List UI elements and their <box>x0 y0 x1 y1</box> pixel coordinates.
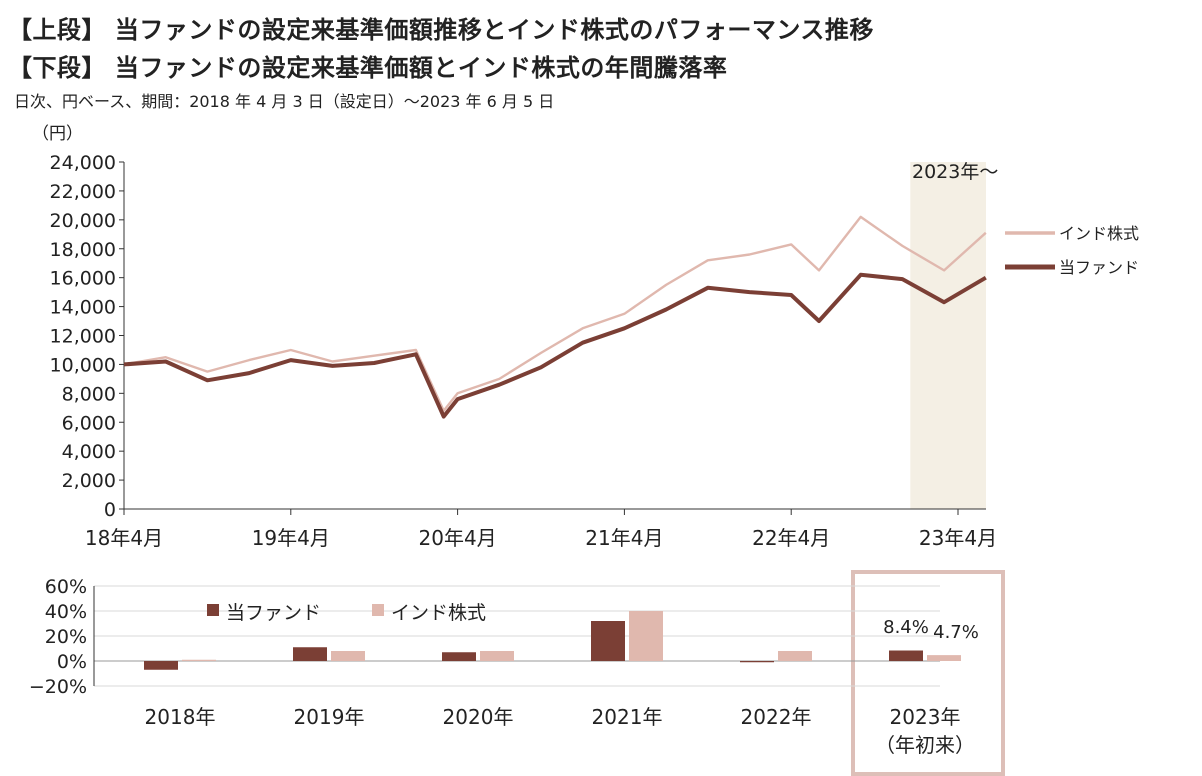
bar-india-2021年 <box>629 611 663 661</box>
legend-label: インド株式 <box>1059 224 1139 243</box>
chart-subtitle: 日次、円ベース、期間：2018 年 4 月 3 日（設定日）～2023 年 6 … <box>14 92 555 111</box>
legend-label: 当ファンド <box>1059 258 1139 277</box>
bar-india-2023年 <box>927 655 961 661</box>
bar-category-label: 2018年 <box>145 705 216 729</box>
series-line-fund <box>123 272 987 419</box>
bar-category-label: 2019年 <box>294 705 365 729</box>
bar-y-tick-label: 40% <box>45 601 87 623</box>
y-tick-label: 24,000 <box>50 152 116 174</box>
bar-legend-swatch-india <box>372 604 384 616</box>
x-tick-label: 20年4月 <box>419 526 497 550</box>
y-axis-unit: （円） <box>32 124 83 144</box>
bar-fund-2019年 <box>293 647 327 661</box>
shaded-region-label: 2023年～ <box>912 161 998 183</box>
bar-india-2019年 <box>331 651 365 661</box>
bar-category-label: 2023年 <box>890 705 961 729</box>
bottom-chart-title: 【下段】 当ファンドの設定来基準価額とインド株式の年間騰落率 <box>8 54 728 82</box>
bar-y-tick-label: −20% <box>29 676 87 698</box>
y-tick-label: 14,000 <box>50 297 116 319</box>
bar-category-label: 2021年 <box>592 705 663 729</box>
y-tick-label: 0 <box>104 499 116 521</box>
bar-fund-2020年 <box>442 652 476 661</box>
y-tick-label: 12,000 <box>50 326 116 348</box>
y-tick-label: 2,000 <box>62 470 116 492</box>
data-label-fund-2023: 8.4% <box>883 617 929 638</box>
y-tick-label: 6,000 <box>62 412 116 434</box>
bar-india-2018年 <box>182 659 216 661</box>
bar-category-label: 2022年 <box>741 705 812 729</box>
y-tick-label: 16,000 <box>50 268 116 290</box>
bar-legend-label-fund: 当ファンド <box>226 602 321 624</box>
bar-fund-2022年 <box>740 661 774 663</box>
x-tick-label: 18年4月 <box>85 526 163 550</box>
highlight-box-2023 <box>851 570 1005 776</box>
bar-y-tick-label: 20% <box>45 626 87 648</box>
shaded-2023-region <box>910 162 986 509</box>
y-tick-label: 20,000 <box>50 210 116 232</box>
y-tick-label: 22,000 <box>50 181 116 203</box>
y-tick-label: 10,000 <box>50 354 116 376</box>
bar-category-label: 2020年 <box>443 705 514 729</box>
x-tick-label: 19年4月 <box>252 526 330 550</box>
bar-y-tick-label: 60% <box>45 576 87 598</box>
bar-india-2020年 <box>480 651 514 661</box>
bar-legend-label-india: インド株式 <box>391 602 486 624</box>
bar-india-2022年 <box>778 651 812 661</box>
x-tick-label: 22年4月 <box>752 526 830 550</box>
x-tick-label: 23年4月 <box>919 526 997 550</box>
y-tick-label: 4,000 <box>62 441 116 463</box>
data-label-india-2023: 4.7% <box>933 622 979 643</box>
bar-fund-2018年 <box>144 661 178 670</box>
bar-legend-swatch-fund <box>207 604 219 616</box>
x-tick-label: 21年4月 <box>585 526 663 550</box>
bar-y-tick-label: 0% <box>57 651 87 673</box>
y-tick-label: 18,000 <box>50 239 116 261</box>
bar-fund-2021年 <box>591 621 625 661</box>
bar-category-sublabel: （年初来） <box>875 733 975 757</box>
series-line-india <box>123 215 987 412</box>
bar-fund-2023年 <box>889 650 923 661</box>
y-tick-label: 8,000 <box>62 383 116 405</box>
top-chart-title: 【上段】 当ファンドの設定来基準価額推移とインド株式のパフォーマンス推移 <box>8 16 874 44</box>
